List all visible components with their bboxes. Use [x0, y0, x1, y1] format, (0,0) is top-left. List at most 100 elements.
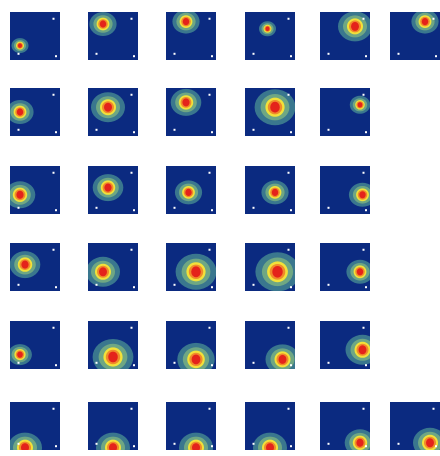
rate-map: [10, 321, 60, 369]
field-peak: [265, 26, 270, 32]
corner-dot: [17, 206, 20, 209]
corner-dot: [17, 442, 20, 445]
field-peak: [104, 102, 112, 112]
rate-map: [10, 243, 60, 291]
corner-dot: [287, 407, 290, 410]
corner-dot: [211, 364, 213, 367]
corner-dot: [52, 248, 55, 251]
field-peak: [21, 260, 29, 269]
corner-dot: [252, 206, 255, 209]
rate-map: [320, 321, 370, 369]
corner-dot: [362, 17, 365, 20]
corner-dot: [211, 209, 213, 212]
corner-dot: [252, 128, 255, 131]
rate-map: [166, 243, 216, 291]
rate-map: [88, 166, 138, 214]
corner-dot: [130, 17, 133, 20]
corner-dot: [52, 93, 55, 96]
corner-dot: [133, 364, 135, 367]
field-peak: [356, 438, 364, 447]
rate-map: [10, 166, 60, 214]
corner-dot: [365, 286, 367, 289]
field-peak: [185, 188, 192, 196]
corner-dot: [287, 248, 290, 251]
corner-dot: [55, 209, 57, 212]
corner-dot: [95, 206, 98, 209]
corner-dot: [55, 445, 57, 448]
rate-map: [245, 166, 295, 214]
field-peak: [278, 354, 287, 364]
rate-map: [390, 402, 440, 450]
corner-dot: [211, 445, 213, 448]
corner-dot: [287, 326, 290, 329]
rate-map: [88, 88, 138, 136]
corner-dot: [173, 442, 176, 445]
field-peak: [21, 443, 29, 450]
field-peak: [426, 438, 434, 448]
corner-dot: [362, 326, 365, 329]
corner-dot: [55, 286, 57, 289]
corner-dot: [133, 445, 135, 448]
corner-dot: [95, 52, 98, 55]
corner-dot: [95, 283, 98, 286]
field-peak: [357, 102, 363, 108]
field-peak: [18, 43, 22, 48]
corner-dot: [290, 209, 292, 212]
corner-dot: [287, 93, 290, 96]
corner-dot: [52, 407, 55, 410]
rate-map: [10, 88, 60, 136]
corner-dot: [208, 17, 211, 20]
field-peak: [99, 20, 107, 28]
rate-map: [320, 166, 370, 214]
corner-dot: [327, 361, 330, 364]
corner-dot: [365, 55, 367, 58]
corner-dot: [95, 128, 98, 131]
corner-dot: [432, 17, 435, 20]
corner-dot: [362, 407, 365, 410]
field-peak: [359, 191, 366, 199]
rate-map: [166, 402, 216, 450]
field-peak: [16, 190, 24, 199]
field-peak: [192, 443, 200, 450]
corner-dot: [287, 171, 290, 174]
rate-map: [390, 12, 440, 60]
rate-map: [320, 12, 370, 60]
field-peak: [109, 443, 117, 450]
corner-dot: [432, 407, 435, 410]
corner-dot: [365, 445, 367, 448]
corner-dot: [55, 131, 57, 134]
corner-dot: [208, 326, 211, 329]
rate-map: [245, 321, 295, 369]
rate-map: [245, 12, 295, 60]
corner-dot: [290, 445, 292, 448]
corner-dot: [173, 52, 176, 55]
field-peak: [191, 266, 201, 278]
rate-map: [88, 402, 138, 450]
field-peak: [270, 101, 280, 113]
corner-dot: [435, 55, 437, 58]
corner-dot: [365, 364, 367, 367]
corner-dot: [17, 128, 20, 131]
corner-dot: [211, 131, 213, 134]
corner-dot: [173, 206, 176, 209]
corner-dot: [52, 326, 55, 329]
corner-dot: [327, 52, 330, 55]
field-peak: [182, 98, 190, 107]
field-peak: [99, 267, 107, 277]
corner-dot: [290, 364, 292, 367]
corner-dot: [55, 55, 57, 58]
rate-map: [88, 321, 138, 369]
map-background: [245, 12, 295, 60]
corner-dot: [211, 55, 213, 58]
field-peak: [272, 265, 283, 278]
corner-dot: [208, 248, 211, 251]
corner-dot: [327, 442, 330, 445]
corner-dot: [362, 248, 365, 251]
corner-dot: [287, 17, 290, 20]
corner-dot: [365, 131, 367, 134]
corner-dot: [327, 128, 330, 131]
corner-dot: [173, 361, 176, 364]
corner-dot: [290, 286, 292, 289]
corner-dot: [252, 361, 255, 364]
